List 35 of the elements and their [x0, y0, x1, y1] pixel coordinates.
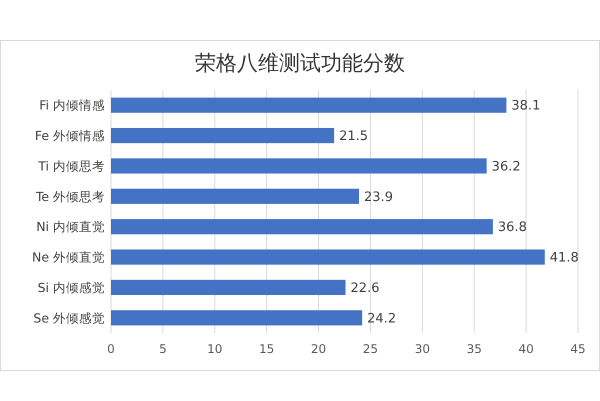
x-tick-label: 0 — [107, 342, 115, 356]
y-tick-label: Ne 外倾直觉 — [32, 250, 105, 265]
bar — [111, 158, 487, 174]
x-tick-label: 40 — [518, 342, 534, 356]
y-tick-label: Fi 内倾情感 — [39, 98, 105, 113]
bar — [111, 188, 360, 204]
x-tick-label: 30 — [414, 342, 430, 356]
y-tick-label: Ni 内倾直觉 — [36, 219, 105, 234]
bar — [111, 249, 545, 265]
x-tick-label: 15 — [259, 342, 274, 356]
bar — [111, 280, 346, 296]
y-tick-label: Fe 外倾情感 — [34, 128, 105, 144]
bar — [111, 310, 362, 326]
x-tick-label: 25 — [362, 342, 378, 356]
x-tick-label: 20 — [310, 342, 326, 356]
data-label: 36.2 — [492, 159, 521, 174]
chart-title: 荣格八维测试功能分数 — [195, 51, 405, 75]
y-tick-label: Ti 内倾思考 — [37, 158, 105, 174]
y-tick-label: Te 外倾思考 — [34, 188, 105, 204]
x-tick-label: 5 — [159, 342, 167, 356]
data-label: 22.6 — [350, 280, 380, 296]
x-tick-label: 45 — [570, 342, 586, 356]
bar — [111, 128, 334, 144]
data-label: 38.1 — [511, 98, 540, 114]
bar — [111, 98, 506, 113]
y-tick-label: Se 外倾感觉 — [33, 310, 105, 326]
x-tick-label: 10 — [207, 342, 222, 356]
x-tick-label: 35 — [466, 342, 482, 356]
data-label: 23.9 — [364, 190, 393, 205]
data-label: 41.8 — [550, 250, 579, 266]
data-label: 21.5 — [339, 129, 368, 144]
data-label: 36.8 — [498, 220, 527, 236]
bar — [111, 219, 493, 234]
data-label: 24.2 — [367, 311, 396, 326]
y-tick-label: Si 内倾感觉 — [38, 280, 105, 295]
